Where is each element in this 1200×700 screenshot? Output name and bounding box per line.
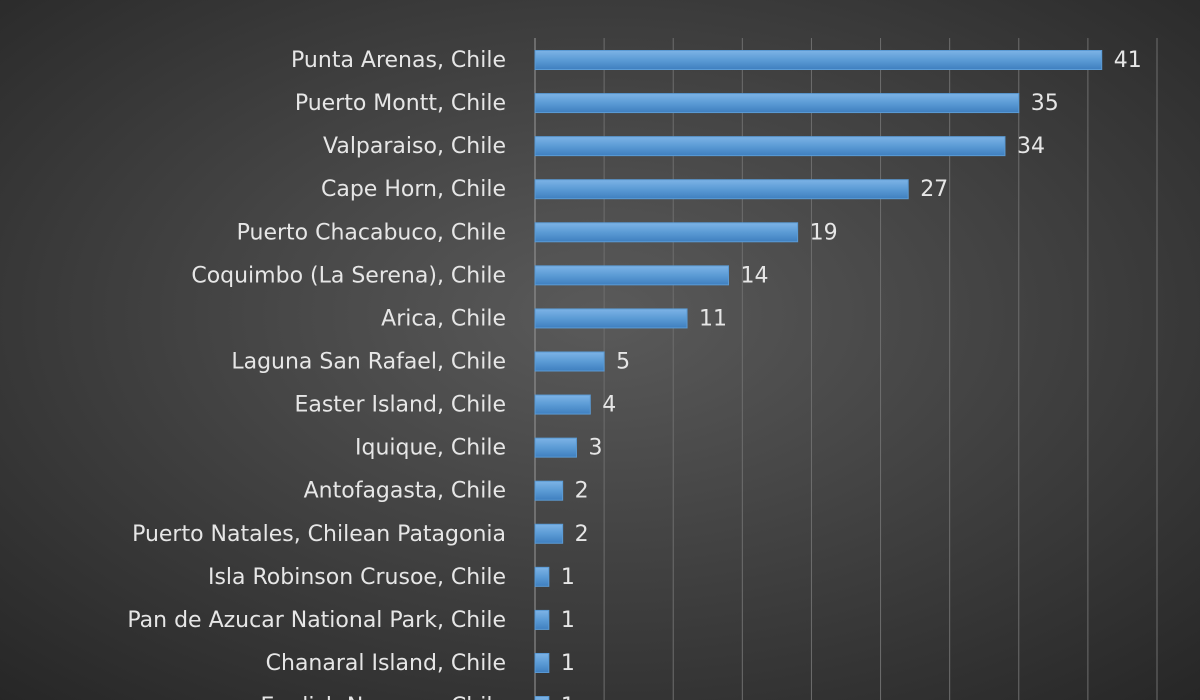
bar — [534, 523, 564, 544]
value-label: 3 — [588, 436, 602, 461]
y-tick-label: Arica, Chile — [381, 306, 506, 331]
y-tick-label: Chanaral Island, Chile — [266, 651, 506, 676]
bar — [534, 308, 688, 329]
bar — [534, 93, 1020, 114]
value-label: 2 — [575, 479, 589, 504]
y-tick-label: Coquimbo (La Serena), Chile — [191, 263, 506, 288]
bar — [534, 566, 550, 587]
y-tick-label: Laguna San Rafael, Chile — [231, 349, 506, 374]
value-label: 34 — [1017, 134, 1045, 159]
bar — [534, 222, 799, 243]
y-tick-label: Puerto Chacabuco, Chile — [237, 220, 506, 245]
y-tick-label: Cape Horn, Chile — [321, 177, 506, 202]
y-tick-label: Puerto Natales, Chilean Patagonia — [132, 522, 506, 547]
bar — [534, 609, 550, 630]
value-label: 5 — [616, 349, 630, 374]
bar — [534, 136, 1006, 157]
y-tick-label: Isla Robinson Crusoe, Chile — [208, 565, 506, 590]
value-label: 1 — [561, 565, 575, 590]
bar — [534, 480, 564, 501]
value-label: 1 — [561, 608, 575, 633]
value-label: 35 — [1031, 91, 1059, 116]
bar — [534, 179, 909, 200]
bar — [534, 696, 550, 700]
value-label: 11 — [699, 306, 727, 331]
y-tick-label: Iquique, Chile — [355, 436, 506, 461]
y-tick-label: Pan de Azucar National Park, Chile — [127, 608, 506, 633]
bar — [534, 50, 1103, 70]
value-label: 1 — [561, 694, 575, 700]
y-tick-label: Valparaiso, Chile — [323, 134, 506, 159]
y-tick-label: Punta Arenas, Chile — [291, 48, 506, 73]
bar — [534, 437, 577, 458]
y-tick-label: Puerto Montt, Chile — [295, 91, 506, 116]
bar — [534, 652, 550, 673]
y-tick-label: English Narrows, Chile — [260, 694, 506, 700]
value-label: 19 — [810, 220, 838, 245]
value-label: 4 — [602, 393, 616, 418]
value-label: 14 — [741, 263, 769, 288]
bar — [534, 351, 605, 372]
bar — [534, 394, 591, 415]
value-label: 2 — [575, 522, 589, 547]
value-label: 41 — [1114, 48, 1142, 73]
y-tick-label: Easter Island, Chile — [294, 393, 506, 418]
bar — [534, 265, 730, 286]
value-label: 27 — [920, 177, 948, 202]
value-label: 1 — [561, 651, 575, 676]
y-tick-label: Antofagasta, Chile — [304, 479, 506, 504]
